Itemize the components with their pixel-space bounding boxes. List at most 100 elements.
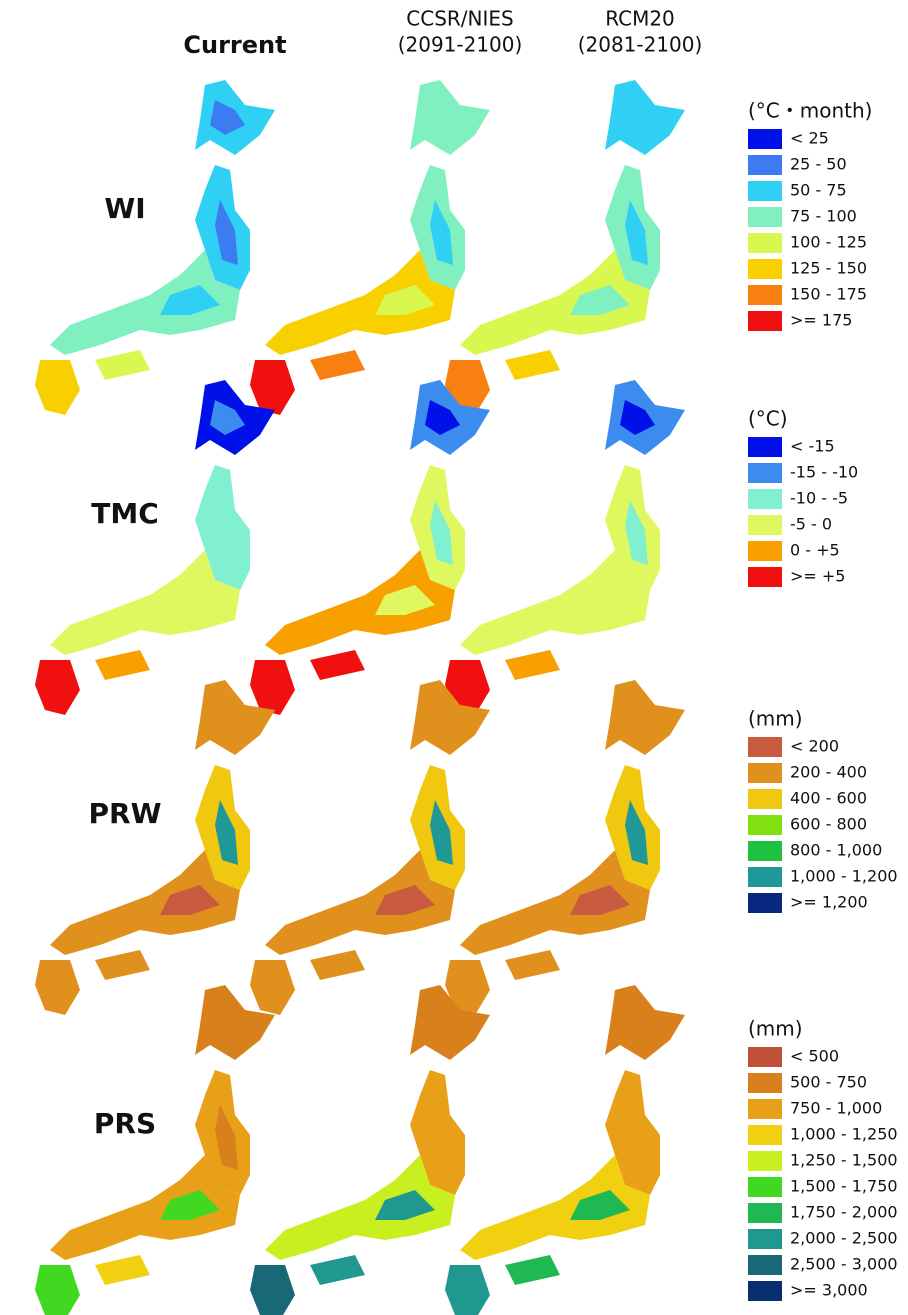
legend-label: < 500 — [790, 1047, 839, 1066]
column-subtitle: (2091-2100) — [398, 33, 523, 57]
column-title: CCSR/NIES — [406, 7, 513, 31]
region — [265, 550, 455, 655]
region-highland — [620, 400, 655, 435]
region — [50, 250, 240, 355]
region-highland — [210, 400, 245, 435]
legend-unit: (°C・month) — [748, 99, 872, 123]
row-label: PRW — [89, 797, 162, 830]
map — [250, 380, 490, 715]
region — [310, 950, 365, 980]
legend-swatch — [748, 1099, 782, 1119]
region-highland — [570, 285, 630, 315]
region — [50, 850, 240, 955]
legend-label: < 200 — [790, 737, 839, 756]
legend-swatch — [748, 1151, 782, 1171]
region-highland — [620, 100, 655, 135]
legend-swatch — [748, 893, 782, 913]
legend-label: 100 - 125 — [790, 233, 867, 252]
region-highland — [160, 585, 220, 615]
map — [445, 680, 685, 1015]
legend-swatch — [748, 737, 782, 757]
map — [35, 80, 275, 415]
legend-swatch — [748, 463, 782, 483]
legend-unit: (mm) — [748, 707, 803, 731]
region — [250, 960, 295, 1015]
region-highland — [620, 700, 655, 735]
region-highland — [430, 1105, 453, 1170]
map — [35, 380, 275, 715]
legend-label: -15 - -10 — [790, 463, 858, 482]
region-highland — [570, 585, 630, 615]
legend-label: 1,000 - 1,200 — [790, 867, 898, 886]
column-title: RCM20 — [605, 7, 675, 31]
region-highland — [425, 400, 460, 435]
legend-swatch — [748, 841, 782, 861]
legend-label: 500 - 750 — [790, 1073, 867, 1092]
region-highland — [425, 700, 460, 735]
region-highland — [425, 1005, 460, 1040]
legend-swatch — [748, 1125, 782, 1145]
region — [250, 1265, 295, 1315]
legend-label: 1,000 - 1,250 — [790, 1125, 898, 1144]
region — [50, 550, 240, 655]
legend-swatch — [748, 285, 782, 305]
legend-swatch — [748, 1203, 782, 1223]
legend-swatch — [748, 763, 782, 783]
region-highland — [425, 100, 460, 135]
legend-swatch — [748, 815, 782, 835]
legend-label: 75 - 100 — [790, 207, 857, 226]
legend-swatch — [748, 1047, 782, 1067]
region — [460, 850, 650, 955]
legend-label: < 25 — [790, 129, 829, 148]
legend-label: 125 - 150 — [790, 259, 867, 278]
region — [265, 1155, 455, 1260]
legend-label: 750 - 1,000 — [790, 1099, 882, 1118]
map — [445, 80, 685, 415]
region — [310, 350, 365, 380]
region — [35, 660, 80, 715]
legend-label: >= 3,000 — [790, 1281, 868, 1300]
region — [35, 1265, 80, 1315]
region-highland — [375, 885, 435, 915]
region-highland — [160, 885, 220, 915]
legend-swatch — [748, 1281, 782, 1301]
legend-label: 0 - +5 — [790, 541, 840, 560]
region — [460, 1155, 650, 1260]
legend-swatch — [748, 867, 782, 887]
legend-label: 400 - 600 — [790, 789, 867, 808]
row-label: WI — [104, 192, 145, 225]
region-highland — [430, 500, 453, 565]
legend-unit: (°C) — [748, 407, 788, 431]
region — [265, 250, 455, 355]
region-highland — [210, 700, 245, 735]
region — [50, 1155, 240, 1260]
region — [310, 1255, 365, 1285]
region — [460, 550, 650, 655]
legend-label: -10 - -5 — [790, 489, 848, 508]
map — [35, 985, 275, 1315]
legend-swatch — [748, 541, 782, 561]
legend-label: >= +5 — [790, 567, 845, 586]
legend-swatch — [748, 233, 782, 253]
column-title: Current — [183, 31, 286, 59]
legend-swatch — [748, 1177, 782, 1197]
legend-label: 2,500 - 3,000 — [790, 1255, 898, 1274]
map — [250, 680, 490, 1015]
legend-unit: (mm) — [748, 1017, 803, 1041]
legend-swatch — [748, 155, 782, 175]
legend-swatch — [748, 437, 782, 457]
legend-swatch — [748, 129, 782, 149]
region-highland — [625, 200, 648, 265]
region-highland — [375, 1190, 435, 1220]
region-highland — [375, 285, 435, 315]
region-highland — [375, 585, 435, 615]
legend-label: 50 - 75 — [790, 181, 847, 200]
region — [505, 950, 560, 980]
legend-label: 1,750 - 2,000 — [790, 1203, 898, 1222]
legend-swatch — [748, 789, 782, 809]
legend-swatch — [748, 1073, 782, 1093]
region — [265, 850, 455, 955]
region-highland — [210, 100, 245, 135]
region — [35, 960, 80, 1015]
